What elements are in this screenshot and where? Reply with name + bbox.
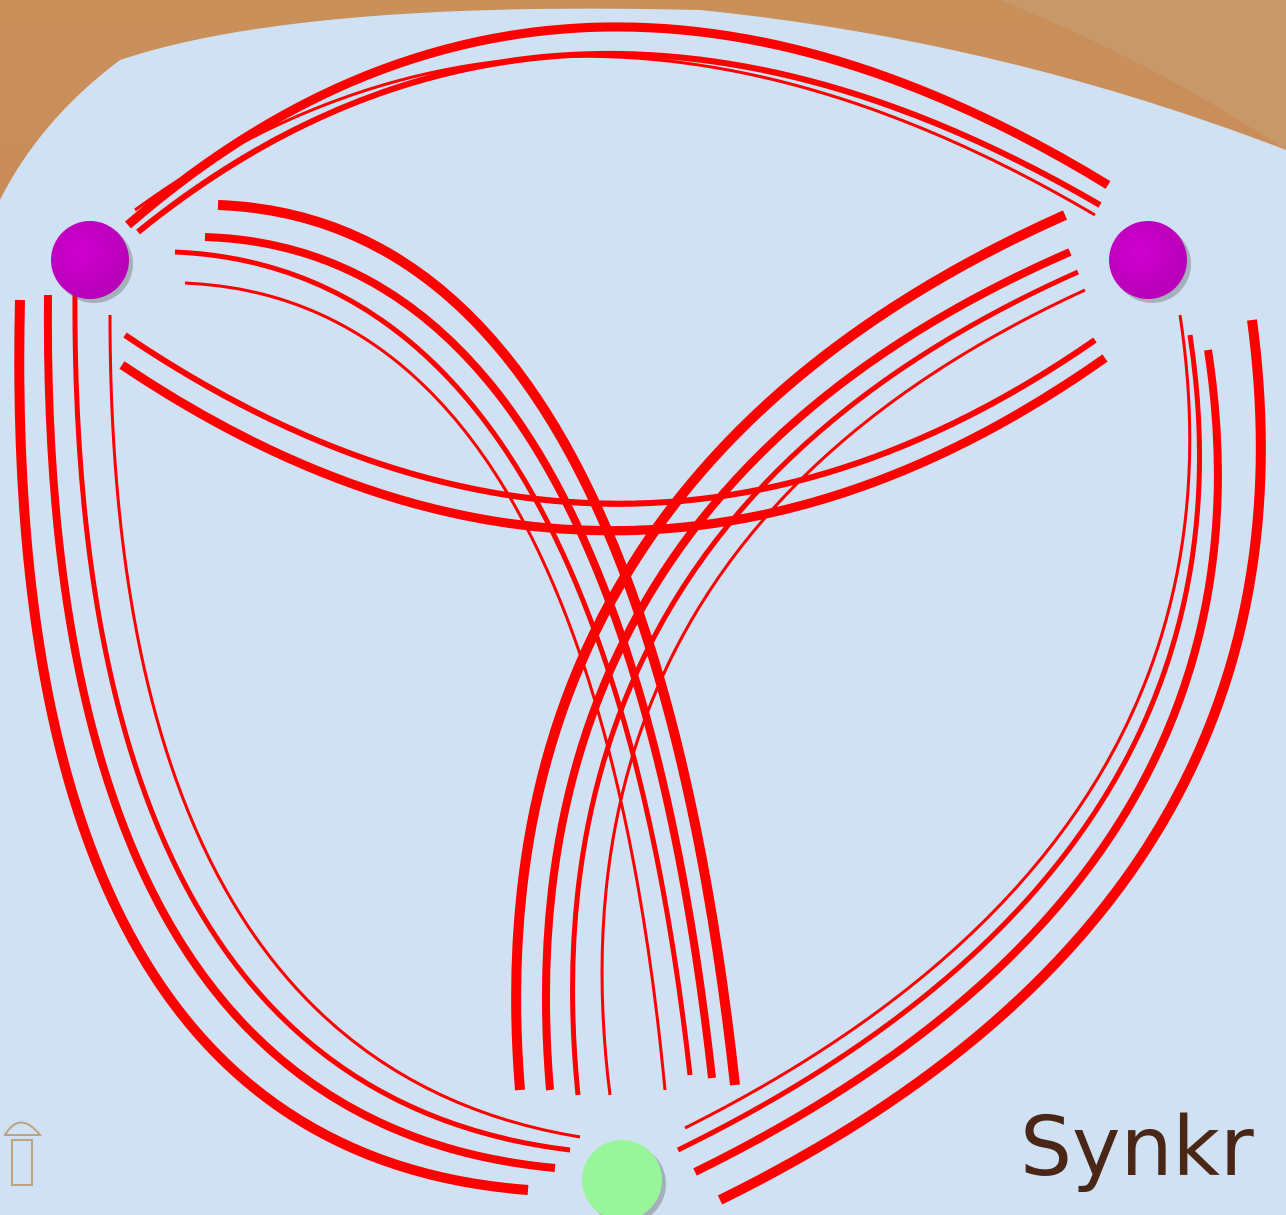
- slide: Synkr: [0, 0, 1286, 1215]
- caption: Synkr: [1020, 1100, 1254, 1195]
- node: [1109, 221, 1187, 299]
- page: Synkr (() => { const data = JSON.parse(d…: [0, 0, 1286, 1215]
- node: [51, 221, 129, 299]
